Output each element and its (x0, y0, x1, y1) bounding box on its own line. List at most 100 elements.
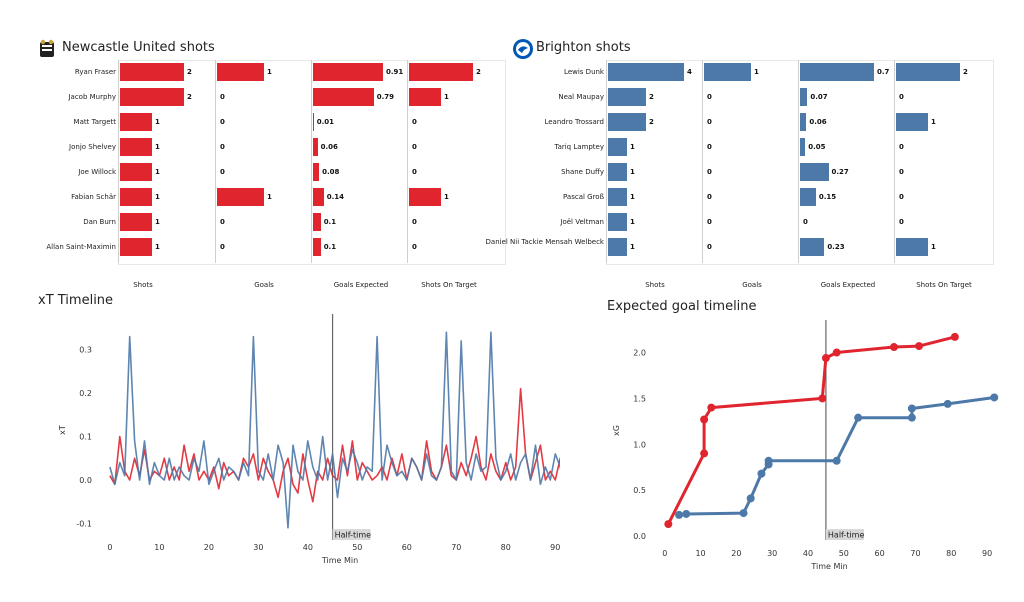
bar-on-target (409, 88, 441, 106)
column-label: Goals (254, 281, 274, 289)
bar-shots (608, 163, 627, 181)
bar-value-label: 0 (412, 143, 417, 151)
bar-xg (313, 238, 321, 256)
data-point-brighton (746, 494, 755, 503)
x-tick-label: 20 (731, 549, 741, 558)
y-axis-label: xT (58, 425, 67, 435)
bar-value-label: 0.23 (827, 243, 845, 251)
bar-xg (313, 63, 383, 81)
bar-value-label: 0 (707, 118, 712, 126)
x-tick-label: 60 (402, 543, 412, 552)
bar-value-label: 0 (707, 143, 712, 151)
bar-value-label: 0.1 (323, 243, 337, 251)
bar-on-target (896, 63, 960, 81)
y-tick-label: 2.0 (633, 349, 646, 358)
bar-goals (217, 188, 264, 206)
y-tick-label: 0.3 (79, 346, 92, 355)
data-point-newcastle (700, 415, 709, 424)
series-line-newcastle (109, 387, 560, 503)
y-tick-label: 0.5 (633, 486, 646, 495)
data-point-newcastle (950, 332, 959, 341)
bar-value-label: 1 (754, 68, 759, 76)
bar-shots (120, 188, 152, 206)
y-tick-label: 0.1 (79, 433, 92, 442)
halftime-label: Half-time (828, 531, 865, 540)
bar-value-label: 2 (187, 93, 192, 101)
x-tick-label: 50 (352, 543, 362, 552)
bar-shots (608, 188, 627, 206)
bar-value-label: 0.14 (326, 193, 345, 201)
bar-value-label: 1 (931, 118, 936, 126)
bar-value-label: 0 (412, 243, 417, 251)
x-tick-label: 30 (767, 549, 777, 558)
bar-shots (608, 213, 627, 231)
x-tick-label: 0 (662, 549, 667, 558)
data-point-brighton (943, 399, 952, 408)
bar-value-label: 0.27 (831, 168, 849, 176)
bar-value-label: 0 (220, 218, 225, 226)
bar-on-target (409, 188, 441, 206)
bar-value-label: 0 (899, 168, 904, 176)
player-name: Pascal Groß (563, 192, 604, 201)
newcastle-shots-title: Newcastle United shots (62, 40, 215, 55)
bar-value-label: 0.15 (818, 193, 837, 201)
bar-value-label: 1 (630, 243, 635, 251)
bar-shots (120, 113, 152, 131)
bar-value-label: 0 (220, 168, 225, 176)
data-point-brighton (739, 509, 748, 518)
bar-xg (800, 63, 874, 81)
column-label: Goals Expected (820, 281, 876, 289)
bar-xg (800, 188, 816, 206)
x-tick-label: 20 (204, 543, 214, 552)
bar-value-label: 0 (220, 243, 225, 251)
player-name: Ryan Fraser (74, 67, 116, 76)
bar-value-label: 1 (931, 243, 936, 251)
x-axis-label: Time Min (810, 562, 847, 571)
column-separator (118, 60, 119, 263)
bar-value-label: 0 (412, 218, 417, 226)
bar-value-label: 1 (630, 168, 635, 176)
bar-xg (313, 163, 320, 181)
data-point-newcastle (818, 394, 827, 403)
data-point-brighton (764, 456, 773, 465)
x-tick-label: 0 (107, 543, 112, 552)
y-tick-label: 1.5 (633, 394, 646, 403)
bar-value-label: 1 (267, 68, 272, 76)
player-name: Neal Maupay (558, 92, 604, 101)
series-line-newcastle (666, 335, 956, 525)
bar-value-label: 0 (899, 218, 904, 226)
y-tick-label: 1.0 (633, 440, 646, 449)
column-label: Shots On Target (421, 281, 477, 289)
halftime-label-bg (825, 529, 864, 540)
bar-shots (120, 88, 184, 106)
column-label: Shots (133, 281, 153, 289)
bar-shots (608, 238, 627, 256)
x-tick-label: 70 (451, 543, 461, 552)
data-point-brighton (757, 469, 766, 478)
bar-shots (608, 138, 627, 156)
x-tick-label: 50 (839, 549, 849, 558)
data-point-brighton (832, 456, 841, 465)
x-tick-label: 90 (982, 549, 992, 558)
column-separator (311, 60, 312, 263)
bar-on-target (896, 238, 928, 256)
bar-on-target (409, 63, 473, 81)
data-point-brighton (907, 413, 916, 422)
player-name: Leandro Trossard (544, 117, 604, 126)
bar-value-label: 1 (155, 218, 160, 226)
bar-value-label: 0 (707, 218, 712, 226)
x-tick-label: 60 (875, 549, 885, 558)
bar-shots (120, 238, 152, 256)
bar-shots (120, 63, 184, 81)
player-name: Jonjo Shelvey (69, 142, 116, 151)
player-name: Joe Willock (78, 167, 116, 176)
bar-value-label: 1 (630, 143, 635, 151)
bar-shots (608, 113, 646, 131)
bar-value-label: 0 (899, 193, 904, 201)
data-point-newcastle (915, 342, 924, 351)
y-tick-label: -0.1 (76, 519, 92, 528)
bar-value-label: 0.91 (386, 68, 404, 76)
x-axis-label: Time Min (321, 556, 358, 565)
player-name: Lewis Dunk (564, 67, 604, 76)
player-name: Allan Saint-Maximin (46, 242, 116, 251)
